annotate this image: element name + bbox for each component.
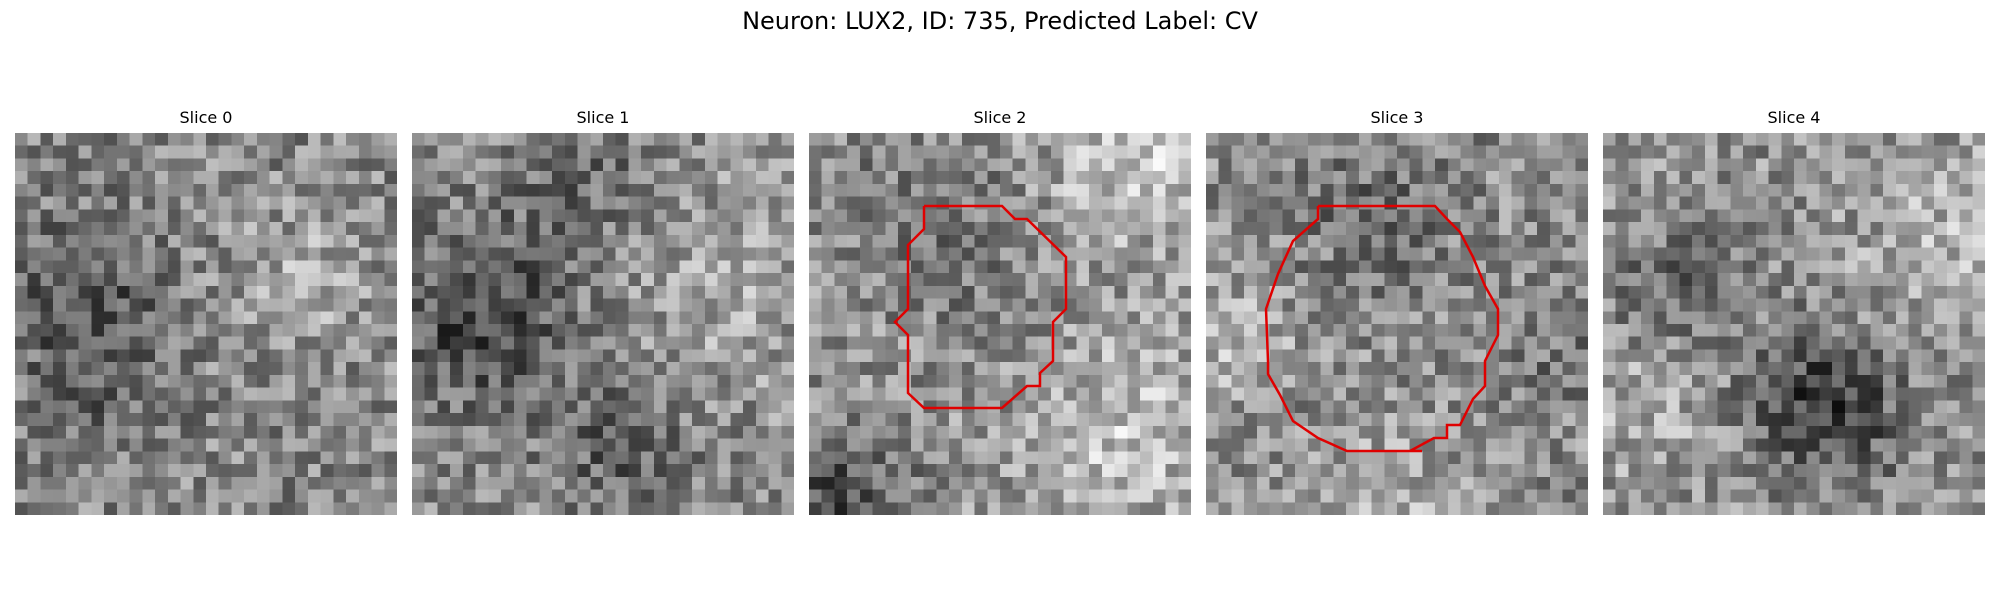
figure-title: Neuron: LUX2, ID: 735, Predicted Label: …: [0, 6, 2000, 36]
slice-panel-2: Slice 2: [809, 108, 1191, 515]
slice-image: [15, 133, 397, 515]
slice-title: Slice 4: [1603, 108, 1985, 128]
contour-overlay: [809, 133, 1191, 515]
roi-contour: [1266, 206, 1498, 451]
roi-contour: [895, 206, 1066, 408]
slice-image: [1603, 133, 1985, 515]
slice-panel-4: Slice 4: [1603, 108, 1985, 515]
slice-panel-3: Slice 3: [1206, 108, 1588, 515]
slice-title: Slice 0: [15, 108, 397, 128]
slice-panel-1: Slice 1: [412, 108, 794, 515]
slice-title: Slice 3: [1206, 108, 1588, 128]
slice-image: [412, 133, 794, 515]
slice-title: Slice 2: [809, 108, 1191, 128]
contour-overlay: [1206, 133, 1588, 515]
slice-title: Slice 1: [412, 108, 794, 128]
slice-panel-0: Slice 0: [15, 108, 397, 515]
